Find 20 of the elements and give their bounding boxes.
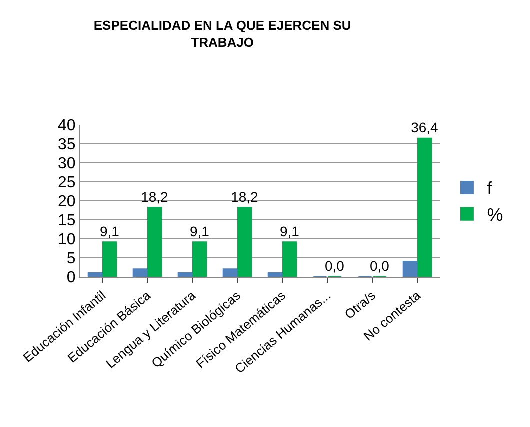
y-tick-label: 30: [58, 156, 76, 173]
data-label: 9,1: [280, 223, 300, 240]
data-label: 0,0: [370, 258, 390, 274]
y-tick-label: 25: [58, 174, 76, 192]
y-tick-label: 20: [58, 194, 76, 211]
data-label: 18,2: [141, 188, 169, 205]
data-label: 36,4: [411, 120, 439, 136]
data-label: 9,1: [100, 223, 120, 240]
data-label: 0,0: [324, 258, 345, 274]
data-label: 18,2: [231, 188, 259, 205]
data-label: 9,1: [190, 223, 210, 240]
legend-label: %: [487, 205, 504, 226]
chart-title: ESPECIALIDAD EN LA QUE EJERCEN SU TRABAJO: [94, 18, 352, 50]
y-tick-label: 5: [66, 250, 76, 268]
y-tick-label: 10: [58, 232, 76, 249]
y-tick-label: 35: [58, 136, 76, 154]
y-tick-label: 15: [58, 212, 76, 230]
y-tick-label: 0: [66, 270, 76, 287]
y-tick-label: 40: [58, 118, 76, 135]
legend-label: f: [487, 178, 494, 199]
